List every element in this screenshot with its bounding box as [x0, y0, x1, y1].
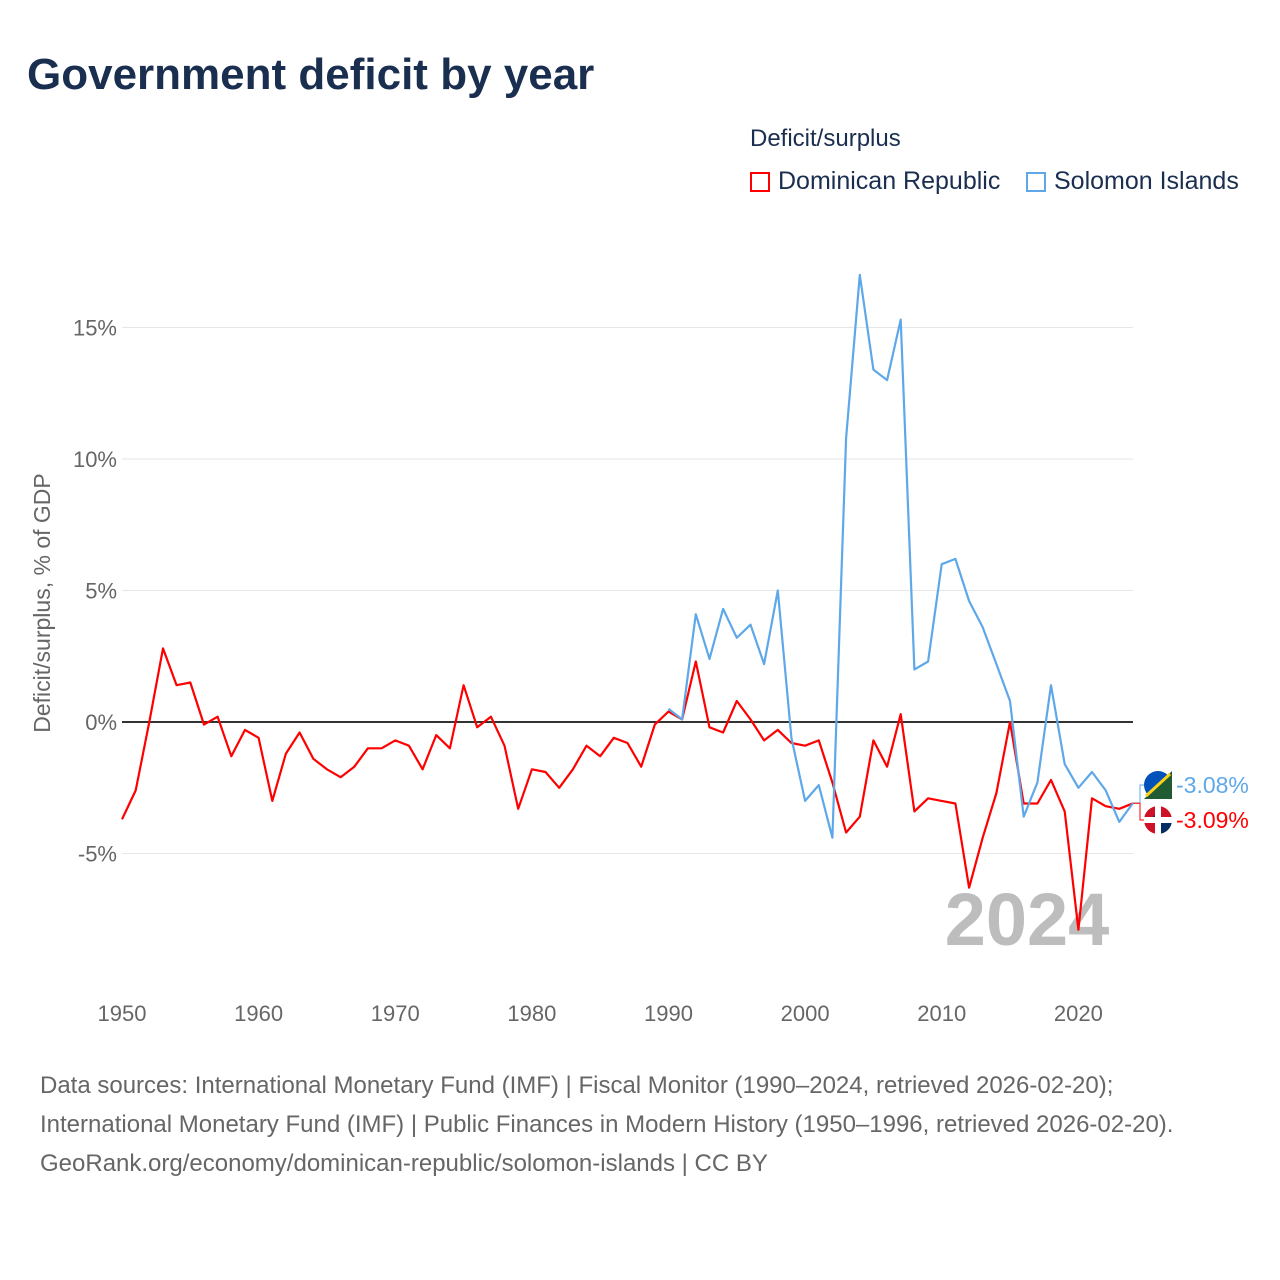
- y-tick-label: 0%: [85, 710, 117, 735]
- data-sources: Data sources: International Monetary Fun…: [40, 1072, 1174, 1138]
- footer: Data sources: International Monetary Fun…: [40, 1066, 1240, 1183]
- dominican-republic-flag-icon: [1144, 806, 1172, 834]
- y-tick-label: 5%: [85, 579, 117, 604]
- y-tick-label: -5%: [78, 842, 117, 867]
- solomon-islands-flag-icon: [1144, 771, 1172, 799]
- end-value-label: -3.08%: [1176, 772, 1249, 798]
- y-tick-label: 15%: [73, 316, 117, 341]
- label-connector: [1133, 784, 1144, 804]
- credit-link[interactable]: GeoRank.org/economy/dominican-republic/s…: [40, 1150, 768, 1177]
- legend-label: Dominican Republic: [778, 167, 1001, 195]
- y-tick-label: 10%: [73, 447, 117, 472]
- x-tick-label: 2000: [781, 1001, 830, 1026]
- legend-label: Solomon Islands: [1054, 167, 1239, 195]
- y-axis-label: Deficit/surplus, % of GDP: [29, 473, 55, 732]
- x-tick-label: 1980: [507, 1001, 556, 1026]
- legend-title: Deficit/surplus: [750, 125, 901, 152]
- legend-swatch: [750, 171, 770, 192]
- x-tick-label: 1990: [644, 1001, 693, 1026]
- end-value-label: -3.09%: [1176, 807, 1249, 833]
- x-tick-label: 1950: [98, 1001, 147, 1026]
- series-line-solomon-islands[interactable]: [667, 273, 1134, 839]
- year-watermark: 2024: [945, 878, 1110, 961]
- legend-item-dominican-republic[interactable]: Dominican Republic: [750, 167, 1000, 196]
- chart-title: Government deficit by year: [27, 50, 595, 99]
- x-tick-label: 1960: [234, 1001, 283, 1026]
- legend-item-solomon-islands[interactable]: Solomon Islands: [1026, 167, 1239, 196]
- x-tick-label: 2010: [917, 1001, 966, 1026]
- x-tick-label: 1970: [371, 1001, 420, 1026]
- legend-swatch: [1026, 171, 1046, 192]
- line-chart: 15% 10% 5% 0% -5% 1950 1960 1970 1980 1990 2000 201…: [29, 273, 1249, 1026]
- x-tick-label: 2020: [1054, 1001, 1103, 1026]
- label-connector: [1133, 802, 1144, 821]
